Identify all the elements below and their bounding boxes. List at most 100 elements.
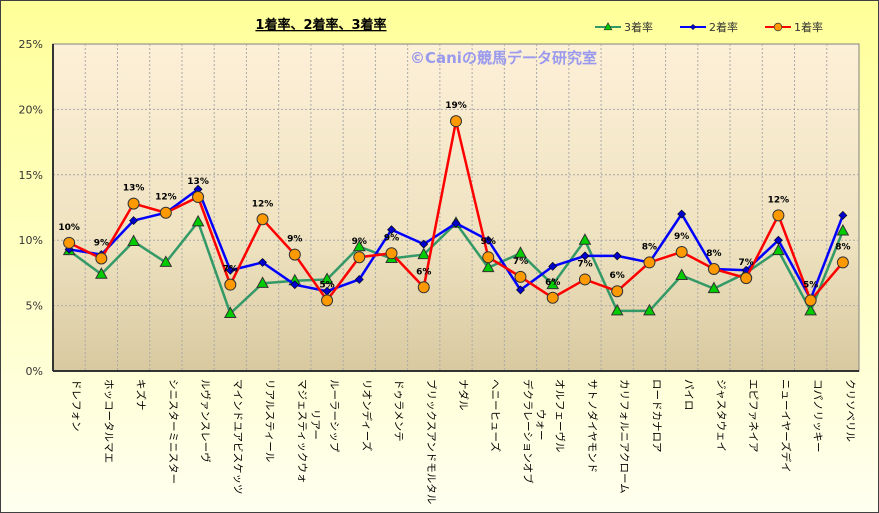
series-2-point — [290, 280, 300, 290]
series-3-point — [321, 294, 334, 307]
series-3-point — [95, 252, 108, 265]
x-tick-label: リアルスティール — [264, 379, 276, 462]
series-3-point — [127, 197, 140, 210]
data-label: 19% — [445, 101, 467, 111]
series-3-point — [450, 115, 462, 128]
x-tick-label: ホッコータルマエ — [102, 379, 114, 463]
y-tick-label: 25% — [19, 38, 43, 51]
series-1-point — [675, 268, 689, 281]
series-2-point — [225, 265, 235, 275]
x-tick-label: クリソベリル — [844, 379, 856, 442]
series-1-point — [320, 272, 334, 284]
data-label: 9% — [481, 237, 496, 247]
series-1-point — [95, 267, 108, 279]
x-tick-label: パイロ — [683, 379, 695, 411]
series-3-point — [63, 236, 76, 249]
data-label: 9% — [287, 235, 302, 245]
series-3-point — [514, 270, 527, 283]
series-1-point — [546, 277, 560, 290]
series-2-point — [516, 285, 525, 295]
series-2-point — [838, 210, 848, 220]
series-1-point — [481, 260, 495, 273]
legend-marker-3 — [773, 22, 783, 32]
series-2-point — [612, 251, 622, 261]
x-tick-label-line: ウォー — [534, 409, 546, 441]
data-label: 13% — [123, 184, 145, 194]
series-1-point — [707, 281, 721, 294]
y-tick-label: 0% — [26, 365, 43, 378]
x-tick-label: オルフェーヴル — [554, 379, 567, 453]
plot-background — [52, 43, 860, 372]
series-1-point — [610, 303, 624, 316]
series-1-point — [191, 214, 205, 227]
series-1-point — [127, 234, 140, 247]
series-3-point — [643, 256, 656, 269]
series-3-point — [159, 206, 172, 219]
series-2-point — [419, 239, 429, 249]
legend-marker-2 — [689, 23, 697, 31]
series-1-point — [772, 243, 785, 256]
series-1-point — [578, 233, 592, 245]
x-tick-label: ニューイヤーズデイ — [779, 379, 792, 473]
data-label: 7% — [577, 259, 592, 269]
x-tick-label: ナダル — [457, 379, 470, 411]
x-tick-label-line: リアー — [309, 409, 321, 440]
data-label: 9% — [384, 233, 399, 243]
series-1-point — [804, 303, 817, 316]
data-label: 9% — [674, 232, 689, 242]
series-1-point — [417, 247, 431, 260]
y-tick-label: 15% — [19, 169, 43, 182]
data-label: 6% — [416, 267, 431, 277]
legend: 3着率 2着率 1着率 — [595, 20, 823, 34]
series-2-point — [451, 218, 461, 228]
series-1-point — [256, 276, 269, 288]
series-3: 10% 9% 13% 12% 13% 7% 12% 9% 5% 9% 9% 6% 19% 9% 7% 6% 7%… — [58, 101, 851, 307]
series-1-point — [352, 239, 366, 252]
series-3-point — [675, 245, 688, 258]
x-tick-label: ドゥラメンテ — [393, 379, 405, 442]
series-3-point — [740, 272, 753, 285]
series-2-point — [387, 225, 396, 235]
series-3-point — [192, 191, 205, 204]
series-2-point — [677, 209, 687, 219]
data-label: 6% — [610, 271, 625, 281]
x-tick-label-line: マジェスティックウォ — [296, 379, 308, 483]
series-1-point — [514, 246, 527, 258]
data-label: 9% — [94, 239, 109, 249]
x-tick-label: ルヴァンスレーヴ — [199, 379, 212, 463]
series-3-point — [256, 213, 269, 226]
data-label: 5% — [803, 280, 818, 290]
series-3-point — [836, 256, 849, 269]
data-label: 5% — [319, 280, 334, 290]
series-3-point — [546, 291, 559, 304]
series-3-point — [482, 251, 495, 264]
series-3-point — [772, 209, 785, 222]
series-3-point — [417, 281, 430, 294]
data-label: 9% — [352, 237, 367, 247]
x-tick-label: ドレフォン — [70, 379, 82, 432]
series-2-point — [580, 251, 590, 261]
plot-area: 0% 5% 10% 15% 20% 25% ドレフォン ホッコータルマエ キズナ シニスターミニス… — [19, 38, 860, 504]
x-tick-label: ジャスタウェイ — [715, 379, 727, 452]
x-tick-label: ブリックスアンドモルタル — [425, 379, 438, 504]
y-tick-label: 20% — [19, 103, 43, 116]
series-1-point — [836, 224, 850, 236]
x-tick-label: サトノダイヤモンド — [586, 379, 599, 473]
series-3-point — [385, 247, 398, 260]
x-tick-label: シニスターミニスター — [167, 379, 179, 484]
series-2-point — [129, 216, 139, 226]
x-tick-label: リオンディーズ — [360, 379, 373, 451]
series-3-point — [353, 251, 366, 264]
series-2-point — [548, 261, 558, 271]
x-tick-label: ロードカナロア — [650, 379, 662, 453]
data-label: 12% — [252, 199, 274, 209]
data-label: 12% — [155, 193, 177, 203]
legend-label-1: 3着率 — [624, 20, 653, 34]
x-tick-label: キズナ — [135, 379, 148, 411]
legend-label-3: 1着率 — [794, 20, 823, 34]
series-2-point — [354, 275, 364, 284]
series-3-point — [804, 294, 817, 307]
legend-marker-1 — [603, 22, 613, 31]
data-label: 6% — [545, 278, 560, 288]
